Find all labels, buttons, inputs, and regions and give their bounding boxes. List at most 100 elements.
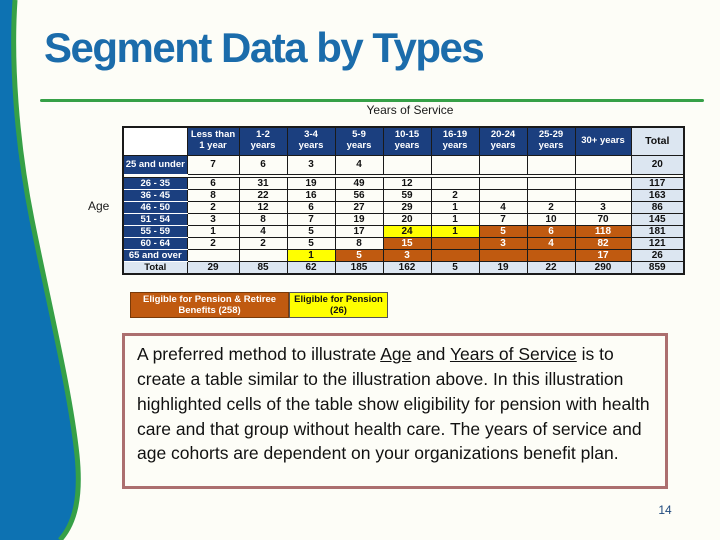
row-total-cell: 117 (630, 176, 685, 190)
table-cell: 7 (478, 212, 528, 226)
corner-cell (122, 126, 188, 156)
table-cell: 4 (334, 154, 384, 175)
column-header: Less than 1 year (186, 126, 240, 156)
table-cell: 8 (238, 212, 288, 226)
column-header: 16-19 years (430, 126, 480, 156)
table-cell (430, 236, 480, 250)
column-header: 25-29 years (526, 126, 576, 156)
table-cell: 19 (334, 212, 384, 226)
column-total-cell: 62 (286, 260, 336, 275)
table-cell: 7 (286, 212, 336, 226)
page-number: 14 (658, 503, 672, 517)
row-label: 65 and over (122, 248, 188, 262)
column-total-cell: 290 (574, 260, 632, 275)
table-cell: 6 (526, 224, 576, 238)
column-header: 1-2 years (238, 126, 288, 156)
row-label: 46 - 50 (122, 200, 188, 214)
table-cell: 8 (186, 188, 240, 202)
table-cell (478, 188, 528, 202)
column-total-cell: 185 (334, 260, 384, 275)
table-cell (526, 154, 576, 175)
table-cell: 118 (574, 224, 632, 238)
table-cell: 5 (286, 236, 336, 250)
table-cell: 17 (574, 248, 632, 262)
table-cell (478, 154, 528, 175)
table-cell (238, 248, 288, 262)
table-cell: 6 (238, 154, 288, 175)
table-cell: 7 (186, 154, 240, 175)
table-cell: 22 (238, 188, 288, 202)
table-cell: 27 (334, 200, 384, 214)
table-cell (574, 188, 632, 202)
total-column-header: Total (630, 126, 685, 156)
legend-item-yellow: Eligible for Pension (26) (289, 292, 388, 318)
table-cell: 1 (286, 248, 336, 262)
row-label: 25 and under (122, 154, 188, 175)
table-cell: 5 (478, 224, 528, 238)
table-cell: 5 (286, 224, 336, 238)
table-cell: 2 (526, 200, 576, 214)
table-cell: 82 (574, 236, 632, 250)
table-cell: 70 (574, 212, 632, 226)
table-cell: 8 (334, 236, 384, 250)
column-header: 10-15 years (382, 126, 432, 156)
table-cell (382, 154, 432, 175)
table-cell: 4 (238, 224, 288, 238)
table-cell (430, 154, 480, 175)
table-cell: 1 (430, 200, 480, 214)
table-cell: 2 (430, 188, 480, 202)
column-total-cell: 29 (186, 260, 240, 275)
grand-total-cell: 859 (630, 260, 685, 275)
table-cell: 5 (334, 248, 384, 262)
column-total-cell: 85 (238, 260, 288, 275)
row-total-cell: 86 (630, 200, 685, 214)
table-cell: 2 (186, 200, 240, 214)
table-cell: 6 (186, 176, 240, 190)
note-text-segment: is to create a table similar to the illu… (137, 344, 650, 464)
column-total-cell: 19 (478, 260, 528, 275)
column-total-cell: 5 (430, 260, 480, 275)
column-total-cell: 22 (526, 260, 576, 275)
table-cell: 49 (334, 176, 384, 190)
row-total-cell: 163 (630, 188, 685, 202)
table-cell: 4 (526, 236, 576, 250)
row-label: 51 - 54 (122, 212, 188, 226)
total-row-label: Total (122, 260, 188, 275)
row-total-cell: 181 (630, 224, 685, 238)
table-cell: 15 (382, 236, 432, 250)
decorative-left-curve (0, 0, 81, 540)
column-header: 20-24 years (478, 126, 528, 156)
table-row: 26 - 35 6 31 19 49 12 117 (122, 176, 685, 190)
table-row: 60 - 64 2 2 5 8 15 3 4 82 121 (122, 236, 685, 250)
table-cell: 3 (574, 200, 632, 214)
table-cell: 1 (186, 224, 240, 238)
table-cell: 2 (238, 236, 288, 250)
table-cell: 4 (478, 200, 528, 214)
table-cell: 16 (286, 188, 336, 202)
table-cell (430, 248, 480, 262)
segment-data-table: Less than 1 year 1-2 years 3-4 years 5-9 ye… (122, 126, 685, 275)
column-header: 3-4 years (286, 126, 336, 156)
note-box: A preferred method to illustrate Age and… (122, 333, 668, 489)
table-row-axis-label: Age (88, 199, 110, 213)
table-cell: 59 (382, 188, 432, 202)
column-total-cell: 162 (382, 260, 432, 275)
table-cell: 17 (334, 224, 384, 238)
note-text-segment: and (411, 344, 450, 364)
segment-table-container: Less than 1 year 1-2 years 3-4 years 5-9 ye… (122, 126, 685, 275)
table-cell: 2 (186, 236, 240, 250)
table-row: 25 and under 7 6 3 4 20 (122, 154, 685, 175)
slide-title: Segment Data by Types (44, 24, 485, 71)
column-header: 30+ years (574, 126, 632, 156)
table-cell: 10 (526, 212, 576, 226)
table-cell: 6 (286, 200, 336, 214)
table-row: 55 - 59 1 4 5 17 24 1 5 6 118 181 (122, 224, 685, 238)
legend-item-orange: Eligible for Pension & Retiree Benefits … (130, 292, 289, 318)
table-row: 46 - 50 2 12 6 27 29 1 4 2 3 86 (122, 200, 685, 214)
green-curve-edge (11, 0, 81, 540)
table-cell: 19 (286, 176, 336, 190)
row-label: 26 - 35 (122, 176, 188, 190)
table-cell (526, 188, 576, 202)
table-cell: 31 (238, 176, 288, 190)
